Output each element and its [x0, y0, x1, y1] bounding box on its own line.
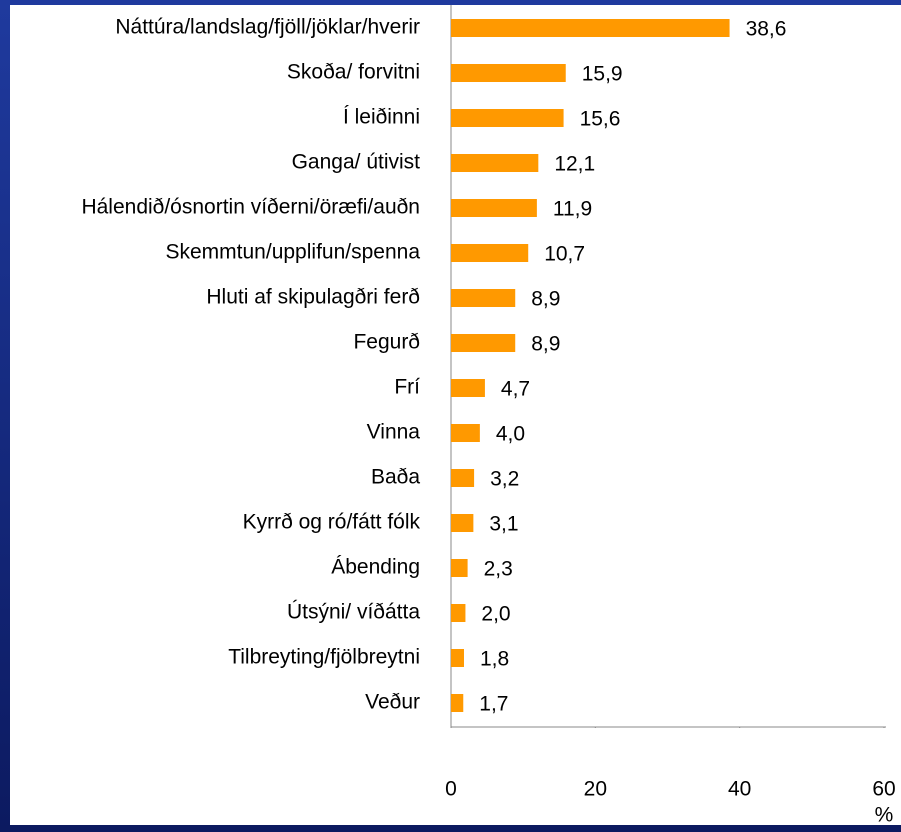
y-tick-label: Ábending — [331, 556, 420, 579]
y-tick-label: Kyrrð og ró/fátt fólk — [243, 511, 421, 534]
y-tick-label: Hluti af skipulagðri ferð — [206, 286, 420, 309]
value-label: 38,6 — [746, 18, 787, 41]
bar — [451, 604, 466, 622]
bar — [451, 469, 475, 487]
y-tick-label: Veður — [365, 691, 420, 714]
bar — [451, 514, 474, 532]
bar — [451, 109, 564, 127]
bar — [451, 334, 516, 352]
value-label: 8,9 — [531, 288, 560, 311]
bar — [451, 649, 464, 667]
value-label: 15,6 — [580, 108, 621, 131]
y-tick-label: Skemmtun/upplifun/spenna — [166, 241, 421, 264]
value-label: 3,1 — [489, 513, 518, 536]
bar — [451, 379, 485, 397]
bar — [451, 289, 516, 307]
x-tick-label: 40 — [728, 778, 751, 801]
bar — [451, 64, 566, 82]
bar — [451, 154, 539, 172]
y-tick-label: Frí — [394, 376, 420, 399]
y-tick-label: Hálendið/ósnortin víðerni/öræfi/auðn — [81, 196, 420, 219]
bar — [451, 244, 529, 262]
value-label: 4,0 — [496, 423, 525, 446]
x-tick-label: 20 — [584, 778, 607, 801]
value-label: 11,9 — [553, 198, 592, 221]
x-axis-label: % — [875, 804, 894, 827]
value-label: 15,9 — [582, 63, 623, 86]
value-label: 1,8 — [480, 648, 509, 671]
bar — [451, 694, 464, 712]
value-label: 2,0 — [481, 603, 510, 626]
y-tick-label: Í leiðinni — [343, 106, 420, 129]
bar — [451, 199, 537, 217]
value-label: 10,7 — [544, 243, 585, 266]
value-label: 3,2 — [490, 468, 519, 491]
value-label: 12,1 — [554, 153, 595, 176]
value-label: 2,3 — [484, 558, 513, 581]
y-tick-label: Skoða/ forvitni — [287, 61, 420, 84]
value-label: 4,7 — [501, 378, 530, 401]
x-tick-label: 60 — [872, 778, 895, 801]
y-tick-label: Baða — [371, 466, 420, 489]
y-tick-label: Ganga/ útivist — [292, 151, 421, 174]
y-tick-label: Fegurð — [353, 331, 420, 354]
y-tick-label: Vinna — [367, 421, 421, 444]
value-label: 1,7 — [479, 693, 508, 716]
bar — [451, 19, 730, 37]
y-tick-label: Útsýni/ víðátta — [287, 601, 420, 624]
y-tick-label: Tilbreyting/fjölbreytni — [228, 646, 420, 669]
bar — [451, 424, 480, 442]
value-label: 8,9 — [531, 333, 560, 356]
y-tick-label: Náttúra/landslag/fjöll/jöklar/hverir — [115, 16, 420, 39]
x-tick-label: 0 — [445, 778, 457, 801]
bar — [451, 559, 468, 577]
plot-panel — [10, 5, 901, 825]
